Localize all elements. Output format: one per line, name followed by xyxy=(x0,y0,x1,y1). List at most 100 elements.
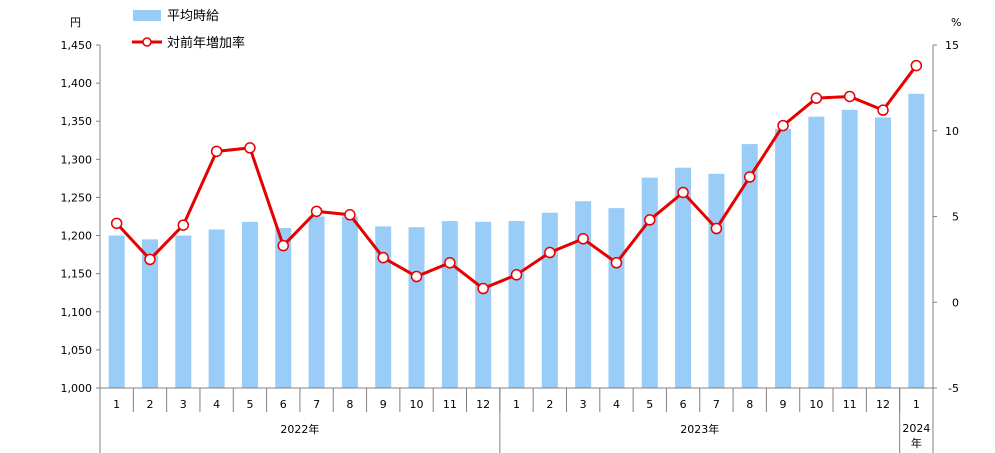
growth-rate-point xyxy=(743,171,756,183)
x-tick-label: 6 xyxy=(680,398,687,411)
y-right-tick-label: 0 xyxy=(952,296,959,309)
growth-rate-point xyxy=(810,92,823,104)
bar xyxy=(775,128,792,388)
x-tick-label: 5 xyxy=(646,398,653,411)
bar xyxy=(908,93,925,388)
x-tick-label: 7 xyxy=(313,398,320,411)
y-left-tick-label: 1,300 xyxy=(61,153,93,166)
growth-rate-point xyxy=(677,186,689,199)
legend-bar-swatch xyxy=(133,10,161,21)
legend: 平均時給 対前年増加率 xyxy=(132,9,245,51)
y-left-tick-label: 1,050 xyxy=(61,344,93,357)
x-tick-label: 4 xyxy=(613,398,620,411)
growth-rate-point xyxy=(210,145,223,158)
growth-rate-point xyxy=(544,246,556,259)
x-tick-label: 9 xyxy=(380,398,387,411)
growth-rate-point xyxy=(710,222,723,235)
x-tick-label: 3 xyxy=(580,398,587,411)
growth-rate-point xyxy=(577,233,589,245)
legend-line-label: 対前年増加率 xyxy=(167,35,245,51)
bar xyxy=(341,216,358,388)
x-tick-label: 1 xyxy=(113,398,120,411)
growth-rate-point xyxy=(510,269,523,281)
bar xyxy=(275,227,292,388)
growth-rate-point xyxy=(777,119,789,132)
growth-rate-point xyxy=(910,59,923,72)
x-tick-label: 12 xyxy=(876,398,890,411)
y-right-tick-label: 10 xyxy=(945,125,959,138)
y-left-tick-label: 1,200 xyxy=(61,230,93,243)
x-group-label: 2023年 xyxy=(680,422,719,436)
growth-rate-point xyxy=(877,104,889,116)
growth-rate-point xyxy=(410,270,423,283)
growth-rate-point xyxy=(843,90,856,103)
x-tick-label: 10 xyxy=(410,398,424,411)
y-right-tick-label: 15 xyxy=(945,39,959,52)
bar xyxy=(508,221,525,388)
bar xyxy=(175,235,192,388)
bar xyxy=(808,116,825,388)
legend-line-marker xyxy=(142,37,152,47)
right-axis-unit: % xyxy=(951,16,961,29)
bar xyxy=(641,177,658,388)
bar xyxy=(441,221,458,388)
y-left-tick-label: 1,450 xyxy=(61,39,93,52)
line-series xyxy=(110,59,923,295)
x-tick-label: 4 xyxy=(213,398,220,411)
x-tick-label: 2 xyxy=(146,398,153,411)
bar xyxy=(575,201,592,388)
x-tick-label: 11 xyxy=(843,398,857,411)
bar xyxy=(108,235,125,388)
x-group-label-line: 2024 xyxy=(902,422,930,435)
y-left-tick-label: 1,150 xyxy=(61,268,93,281)
x-tick-label: 3 xyxy=(180,398,187,411)
bar xyxy=(541,212,558,388)
x-group-label-line: 年 xyxy=(911,436,922,450)
bar xyxy=(741,144,758,388)
growth-rate-point xyxy=(377,251,389,264)
x-tick-label: 7 xyxy=(713,398,720,411)
x-tick-label: 9 xyxy=(780,398,787,411)
y-left-tick-label: 1,000 xyxy=(61,382,93,395)
bar xyxy=(308,216,325,388)
growth-rate-point xyxy=(277,239,290,252)
growth-rate-point xyxy=(144,253,156,266)
growth-rate-point xyxy=(310,205,323,218)
growth-rate-point xyxy=(477,282,489,295)
bar xyxy=(408,227,425,388)
y-left-tick-label: 1,100 xyxy=(61,306,93,319)
growth-rate-point xyxy=(644,214,656,226)
bar xyxy=(841,109,858,389)
x-tick-label: 1 xyxy=(913,398,920,411)
bar xyxy=(241,221,258,388)
x-group-label: 2024 年 xyxy=(902,422,930,450)
x-tick-label: 10 xyxy=(809,398,823,411)
x-tick-label: 5 xyxy=(246,398,253,411)
x-tick-label: 12 xyxy=(476,398,490,411)
growth-rate-point xyxy=(444,257,456,269)
bar xyxy=(675,167,692,388)
axes: 1,000 1,050 1,100 1,150 1,200 1,250 1,300 1,350… xyxy=(61,39,960,395)
y-right-tick-label: -5 xyxy=(948,382,959,395)
x-tick-label: 11 xyxy=(443,398,457,411)
x-group-label: 2022年 xyxy=(280,422,319,436)
bar xyxy=(475,221,492,388)
x-group-label-line: 2023年 xyxy=(680,422,719,436)
x-tick-label: 2 xyxy=(546,398,553,411)
x-tick-label: 6 xyxy=(280,398,287,411)
y-left-tick-label: 1,250 xyxy=(61,191,93,204)
legend-bar-label: 平均時給 xyxy=(167,9,219,24)
x-tick-label: 8 xyxy=(746,398,753,411)
growth-rate-point xyxy=(610,257,623,269)
bar xyxy=(141,239,158,388)
bar xyxy=(708,173,725,388)
bar xyxy=(875,117,892,389)
y-left-tick-label: 1,400 xyxy=(61,77,93,90)
bar-series xyxy=(108,93,925,389)
left-axis-unit: 円 xyxy=(70,16,81,29)
bar xyxy=(608,208,625,388)
x-tick-label: 8 xyxy=(346,398,353,411)
y-right-tick-label: 5 xyxy=(952,211,959,224)
